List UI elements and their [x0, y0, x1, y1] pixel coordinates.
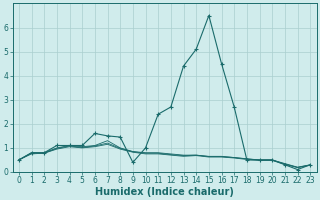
X-axis label: Humidex (Indice chaleur): Humidex (Indice chaleur): [95, 187, 234, 197]
